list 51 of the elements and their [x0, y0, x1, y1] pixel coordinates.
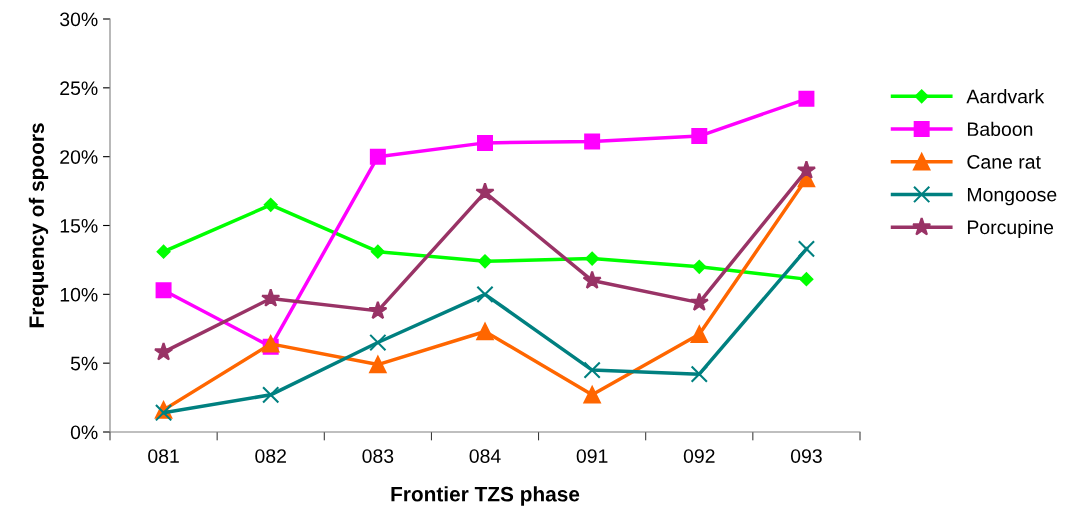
x-tick-label: 082 — [255, 449, 286, 463]
y-axis-title: Frequency of spoors — [28, 123, 49, 328]
legend-label: Mongoose — [967, 187, 1057, 206]
point — [369, 333, 387, 352]
y-tick-label: 25% — [60, 81, 98, 96]
point — [584, 133, 601, 150]
point — [583, 386, 601, 404]
y-tick-label: 5% — [70, 356, 98, 371]
x-tick-label: 081 — [148, 449, 179, 463]
legend-label: Cane rat — [967, 155, 1041, 169]
y-tick-label: 20% — [60, 150, 98, 164]
x-tick-label: 091 — [576, 449, 608, 463]
point — [476, 285, 494, 304]
x-tick-label: 083 — [362, 449, 394, 463]
y-tick-label: 10% — [60, 287, 98, 302]
point — [368, 300, 388, 320]
point — [262, 386, 280, 404]
y-tick-label: 0% — [70, 425, 98, 440]
point — [477, 134, 493, 151]
point — [370, 244, 385, 259]
y-tick-label: 30% — [60, 12, 98, 27]
x-tick-label: 093 — [790, 449, 822, 463]
x-axis-title: Frontier TZS phase — [391, 486, 580, 506]
point — [798, 90, 815, 107]
legend-label: Aardvark — [966, 89, 1045, 104]
legend-label: Baboon — [967, 121, 1033, 137]
point — [156, 244, 171, 259]
point — [691, 128, 708, 144]
point — [583, 361, 601, 379]
point — [476, 322, 494, 341]
point — [369, 355, 387, 374]
point — [689, 292, 709, 311]
point — [475, 182, 495, 201]
point — [692, 259, 707, 274]
point — [582, 270, 602, 289]
point — [478, 254, 492, 269]
point — [263, 197, 278, 212]
point — [799, 272, 814, 287]
y-tick-label: 15% — [60, 219, 98, 233]
point — [369, 148, 386, 165]
point — [690, 325, 708, 343]
point — [153, 342, 174, 361]
point — [585, 251, 600, 266]
point — [155, 282, 172, 299]
point — [797, 240, 816, 258]
point — [261, 288, 281, 307]
x-tick-label: 084 — [469, 449, 501, 463]
point — [796, 160, 817, 179]
x-tick-label: 092 — [683, 449, 715, 463]
legend-label: Porcupine — [967, 219, 1054, 239]
point — [690, 365, 708, 383]
